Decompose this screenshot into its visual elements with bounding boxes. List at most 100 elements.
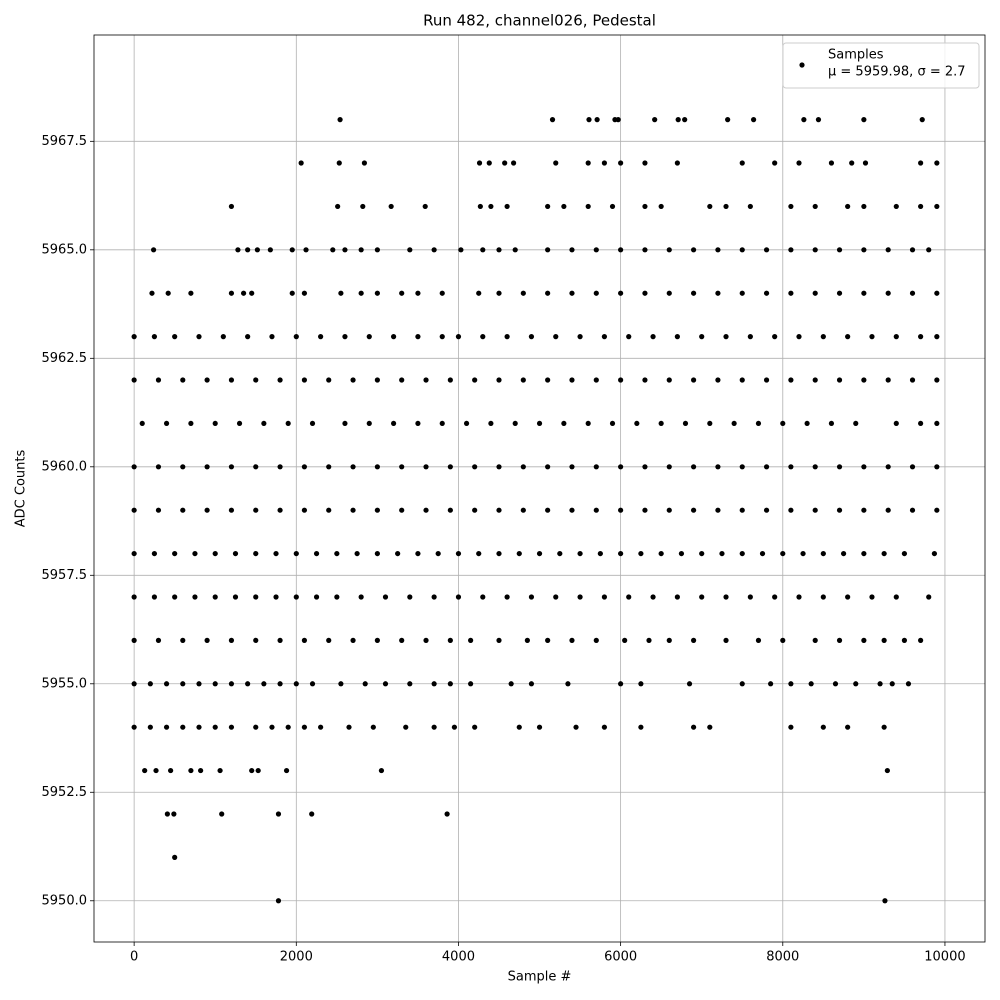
- data-point: [502, 160, 508, 166]
- data-point: [569, 377, 575, 383]
- data-point: [642, 507, 648, 513]
- data-point: [168, 767, 174, 774]
- data-point: [739, 681, 745, 687]
- data-point: [172, 550, 178, 557]
- data-point: [163, 420, 170, 427]
- data-point: [545, 507, 551, 513]
- data-point: [131, 550, 137, 557]
- data-point: [326, 637, 332, 643]
- data-point: [901, 637, 908, 643]
- data-point: [399, 377, 405, 383]
- data-point: [496, 550, 502, 557]
- data-point: [212, 724, 218, 730]
- data-point: [820, 594, 826, 600]
- data-point: [788, 203, 794, 210]
- data-point: [477, 203, 483, 210]
- data-point: [261, 420, 267, 427]
- data-point: [496, 637, 502, 643]
- data-point: [763, 290, 770, 296]
- data-point: [455, 550, 462, 557]
- data-point: [180, 377, 186, 383]
- data-point: [188, 420, 194, 427]
- data-point: [180, 507, 186, 513]
- data-point: [601, 594, 608, 600]
- y-axis-label: ADC Counts: [14, 450, 29, 528]
- data-point: [763, 507, 770, 513]
- data-point: [861, 117, 867, 123]
- data-point: [399, 507, 405, 513]
- data-point: [601, 160, 608, 166]
- data-point: [301, 507, 308, 513]
- data-point: [934, 160, 940, 166]
- data-point: [545, 247, 551, 253]
- data-point: [918, 637, 924, 643]
- data-point: [415, 290, 421, 296]
- data-point: [480, 594, 486, 600]
- data-point: [520, 507, 526, 513]
- data-point: [422, 203, 428, 210]
- data-point: [275, 898, 282, 904]
- data-point: [277, 507, 283, 513]
- x-tick-label: 10000: [924, 950, 965, 965]
- data-point: [253, 507, 259, 513]
- data-point: [853, 681, 859, 687]
- data-point: [553, 334, 559, 340]
- data-point: [719, 550, 725, 557]
- data-point: [763, 464, 770, 470]
- data-point: [431, 594, 437, 600]
- data-point: [253, 377, 259, 383]
- data-point: [699, 594, 705, 600]
- data-point: [772, 160, 778, 166]
- data-point: [569, 464, 575, 470]
- chart-title: Run 482, channel026, Pedestal: [423, 12, 656, 30]
- data-point: [228, 507, 235, 513]
- data-point: [188, 767, 194, 774]
- data-point: [690, 247, 697, 253]
- data-point: [335, 203, 341, 210]
- data-point: [642, 464, 648, 470]
- data-point: [196, 724, 202, 730]
- data-point: [690, 724, 697, 730]
- data-point: [447, 637, 453, 643]
- data-point: [845, 334, 851, 340]
- data-point: [618, 464, 624, 470]
- data-point: [820, 550, 826, 557]
- data-point: [642, 290, 648, 296]
- data-point: [674, 160, 680, 166]
- data-point: [919, 117, 925, 123]
- data-point: [350, 507, 356, 513]
- data-point: [808, 681, 814, 687]
- data-point: [755, 637, 762, 643]
- data-point: [723, 637, 729, 643]
- data-point: [415, 420, 421, 427]
- data-point: [772, 334, 778, 340]
- data-point: [934, 377, 940, 383]
- data-point: [801, 117, 807, 123]
- data-point: [468, 637, 474, 643]
- data-point: [131, 637, 137, 643]
- data-point: [366, 420, 372, 427]
- y-tick-label: 5965.0: [42, 242, 88, 257]
- data-point: [804, 420, 810, 427]
- data-point: [520, 290, 526, 296]
- data-point: [463, 420, 470, 427]
- data-point: [934, 290, 940, 296]
- data-point: [212, 550, 218, 557]
- data-point: [228, 464, 235, 470]
- data-point: [354, 550, 360, 557]
- data-point: [147, 724, 153, 730]
- y-tick-label: 5967.5: [42, 134, 88, 149]
- data-point: [155, 464, 162, 470]
- data-point: [905, 681, 912, 687]
- data-point: [342, 334, 348, 340]
- data-point: [609, 203, 616, 210]
- data-point: [455, 594, 462, 600]
- data-point: [423, 507, 429, 513]
- y-tick-label: 5960.0: [42, 459, 88, 474]
- data-point: [228, 290, 235, 296]
- data-point: [545, 377, 551, 383]
- data-point: [885, 464, 891, 470]
- data-point: [699, 550, 705, 557]
- data-point: [423, 637, 429, 643]
- data-point: [820, 334, 826, 340]
